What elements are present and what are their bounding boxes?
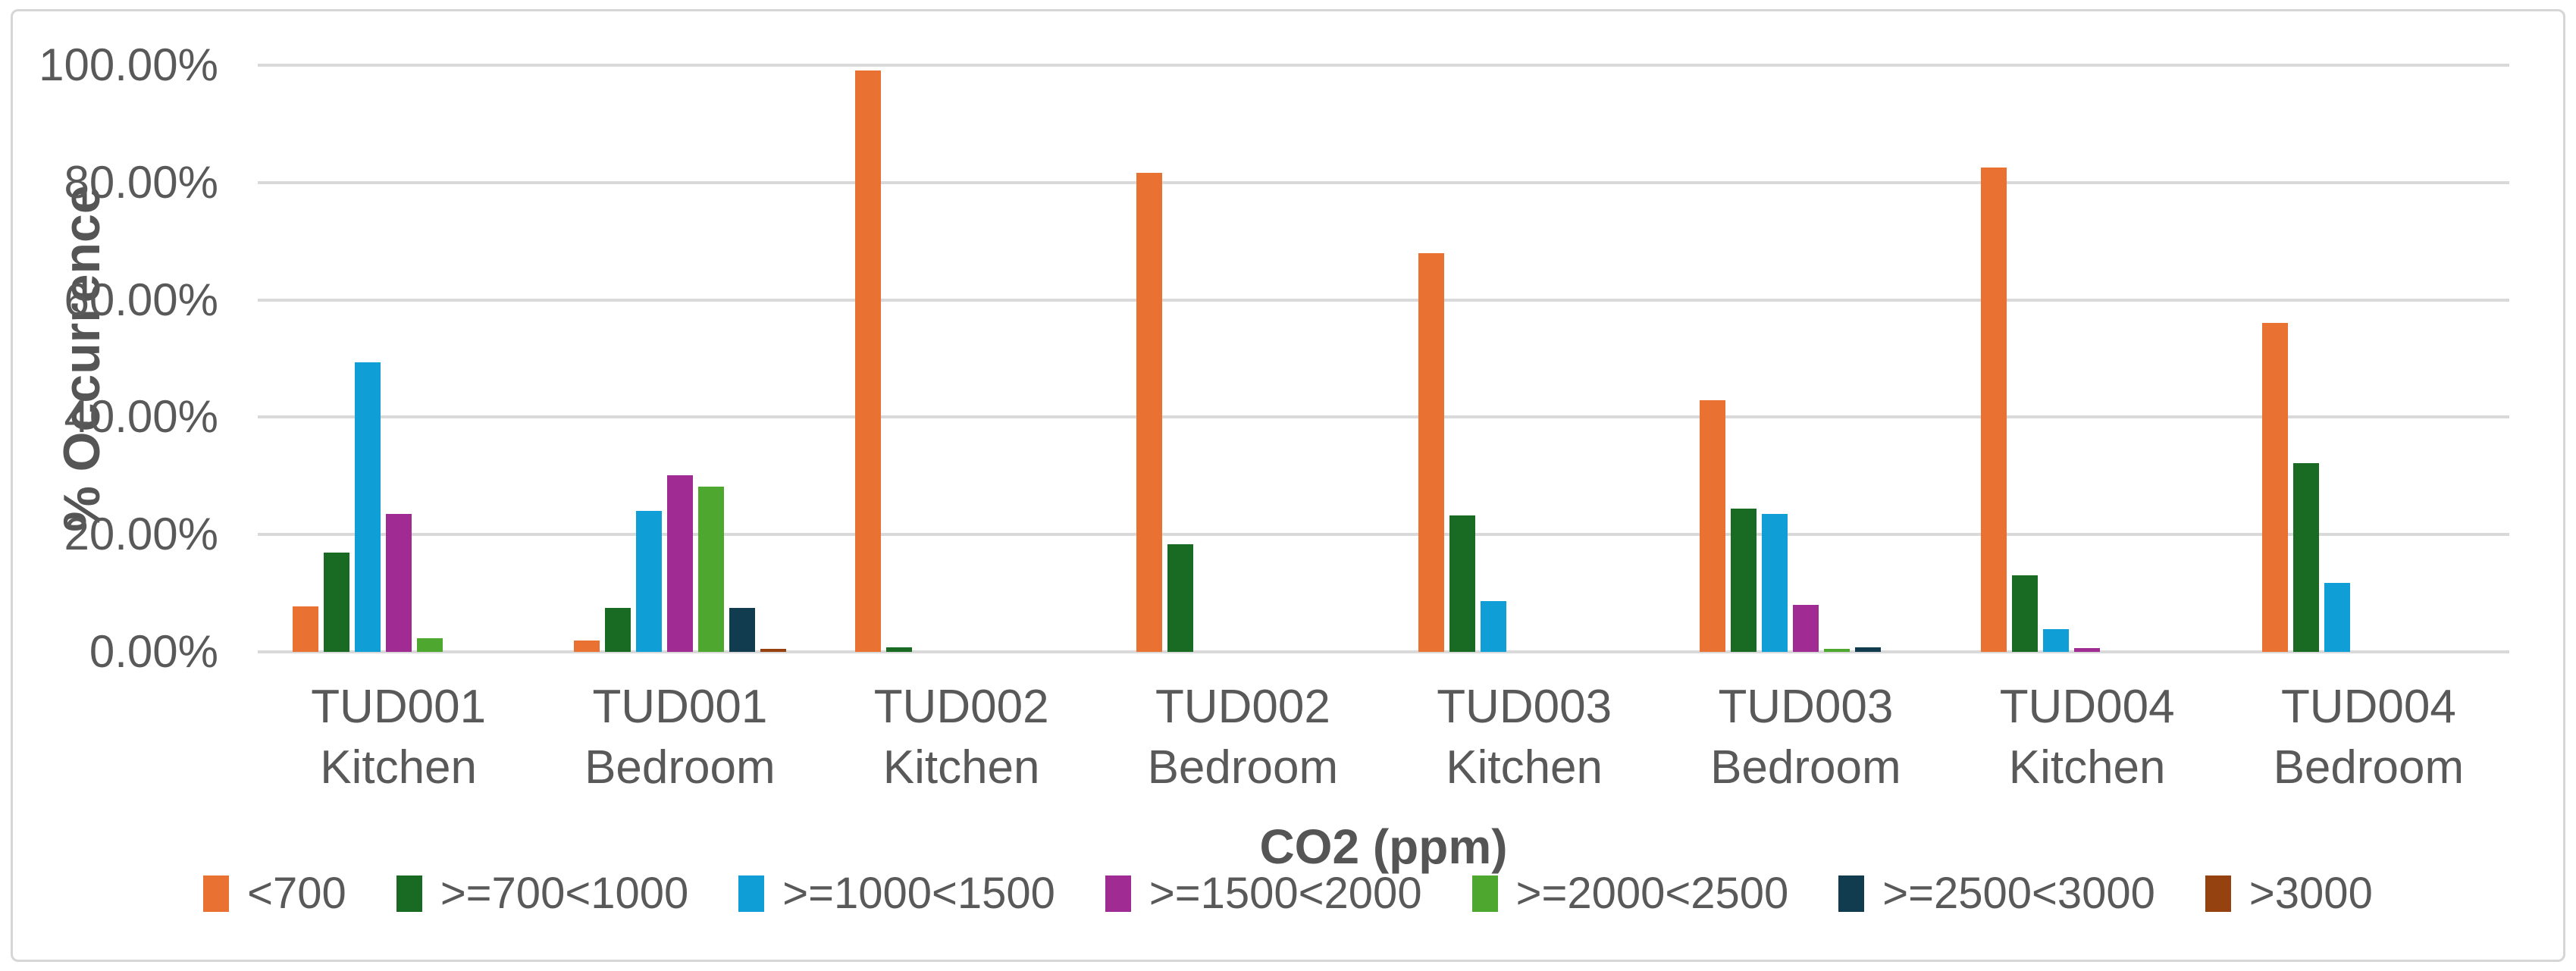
gridline-60	[258, 298, 2509, 302]
legend-item->=2500<3000: >=2500<3000	[1838, 868, 2155, 919]
legend-label->=1000<1500: >=1000<1500	[782, 869, 1055, 918]
bar->=700<1000-TUD002-Kitchen	[886, 647, 913, 652]
legend-item->3000: >3000	[2205, 868, 2373, 919]
legend-swatch->3000	[2205, 875, 2231, 912]
bar->=1500<2000-TUD001-Kitchen	[385, 514, 412, 652]
bar-<700-TUD001-Kitchen	[292, 606, 318, 652]
x-axis-title: CO2 (ppm)	[1259, 819, 1508, 874]
x-category-label-TUD001-Bedroom: TUD001 Bedroom	[584, 681, 776, 794]
bar->=700<1000-TUD003-Kitchen	[1449, 515, 1475, 652]
x-category-label-TUD003-Kitchen: TUD003 Kitchen	[1437, 681, 1612, 794]
legend-swatch->=2000<2500	[1471, 875, 1498, 912]
bar-<700-TUD003-Bedroom	[1699, 399, 1725, 652]
chart-frame	[11, 9, 2565, 962]
bar->=2500<3000-TUD001-Bedroom	[729, 607, 755, 652]
gridline-40	[258, 415, 2509, 419]
legend-label->=2500<3000: >=2500<3000	[1882, 869, 2155, 918]
gridline-100	[258, 64, 2509, 67]
x-axis-line	[258, 650, 2509, 653]
x-category-label-TUD001-Kitchen: TUD001 Kitchen	[311, 681, 487, 794]
y-axis-title: % Occurrence	[53, 185, 111, 532]
y-tick-label-20: 20.00%	[64, 509, 219, 560]
bar->=1000<1500-TUD001-Bedroom	[635, 511, 662, 652]
y-tick-label-80: 80.00%	[64, 156, 219, 208]
legend-item->=700<1000: >=700<1000	[396, 868, 688, 919]
bar-<700-TUD004-Kitchen	[1981, 168, 2007, 652]
bar->=1000<1500-TUD001-Kitchen	[354, 362, 381, 652]
legend-item->=2000<2500: >=2000<2500	[1471, 868, 1789, 919]
x-category-label-TUD004-Bedroom: TUD004 Bedroom	[2273, 681, 2465, 794]
bar->=1500<2000-TUD004-Kitchen	[2074, 647, 2101, 652]
bar->=1500<2000-TUD003-Bedroom	[1792, 605, 1819, 652]
legend-label->=1500<2000: >=1500<2000	[1149, 869, 1422, 918]
x-category-label-TUD003-Bedroom: TUD003 Bedroom	[1710, 681, 1901, 794]
bar->3000-TUD001-Bedroom	[760, 649, 786, 652]
y-tick-label-100: 100.00%	[39, 39, 218, 90]
bar-<700-TUD002-Kitchen	[855, 70, 882, 652]
bar->=2000<2500-TUD001-Kitchen	[416, 638, 443, 652]
legend-item->=1000<1500: >=1000<1500	[738, 868, 1055, 919]
x-category-label-TUD004-Kitchen: TUD004 Kitchen	[1999, 681, 2175, 794]
bar-<700-TUD003-Kitchen	[1418, 253, 1444, 652]
bar->=2000<2500-TUD001-Bedroom	[697, 486, 724, 652]
y-tick-label-60: 60.00%	[64, 274, 219, 325]
bar-<700-TUD002-Bedroom	[1136, 173, 1163, 652]
legend-label->=700<1000: >=700<1000	[440, 869, 689, 918]
bar->=700<1000-TUD001-Bedroom	[604, 607, 631, 652]
bar-<700-TUD001-Bedroom	[573, 640, 600, 652]
y-tick-label-40: 40.00%	[64, 391, 219, 443]
gridline-80	[258, 180, 2509, 184]
legend-item-<700: <700	[203, 868, 346, 919]
bar->=1500<2000-TUD001-Bedroom	[666, 475, 693, 652]
legend-label->3000: >3000	[2249, 869, 2373, 918]
bar->=700<1000-TUD003-Bedroom	[1730, 509, 1757, 652]
bar->=1000<1500-TUD003-Bedroom	[1761, 514, 1788, 652]
x-category-label-TUD002-Kitchen: TUD002 Kitchen	[873, 681, 1049, 794]
bar->=1000<1500-TUD004-Kitchen	[2043, 628, 2070, 652]
bar->=700<1000-TUD001-Kitchen	[323, 553, 349, 652]
bar->=1000<1500-TUD003-Kitchen	[1480, 600, 1506, 652]
bar->=700<1000-TUD004-Bedroom	[2293, 462, 2320, 652]
legend-swatch->=1500<2000	[1105, 875, 1131, 912]
legend-swatch->=2500<3000	[1838, 875, 1865, 912]
legend-item->=1500<2000: >=1500<2000	[1105, 868, 1422, 919]
legend: <700 >=700<1000 >=1000<1500 >=1500<2000 >=20…	[0, 868, 2576, 919]
bar->=2000<2500-TUD003-Bedroom	[1823, 649, 1850, 652]
bar->=700<1000-TUD004-Kitchen	[2012, 575, 2039, 652]
bar->=1000<1500-TUD004-Bedroom	[2324, 582, 2351, 652]
bar->=700<1000-TUD002-Bedroom	[1167, 544, 1194, 652]
legend-swatch-<700	[203, 875, 230, 912]
legend-swatch->=1000<1500	[738, 875, 765, 912]
legend-swatch->=700<1000	[396, 875, 422, 912]
gridline-20	[258, 533, 2509, 537]
x-category-label-TUD002-Bedroom: TUD002 Bedroom	[1147, 681, 1339, 794]
legend-label-<700: <700	[247, 869, 346, 918]
bar->=2500<3000-TUD003-Bedroom	[1854, 647, 1881, 652]
legend-label->=2000<2500: >=2000<2500	[1515, 869, 1789, 918]
bar-<700-TUD004-Bedroom	[2262, 322, 2289, 652]
y-tick-label-0: 0.00%	[89, 626, 218, 677]
